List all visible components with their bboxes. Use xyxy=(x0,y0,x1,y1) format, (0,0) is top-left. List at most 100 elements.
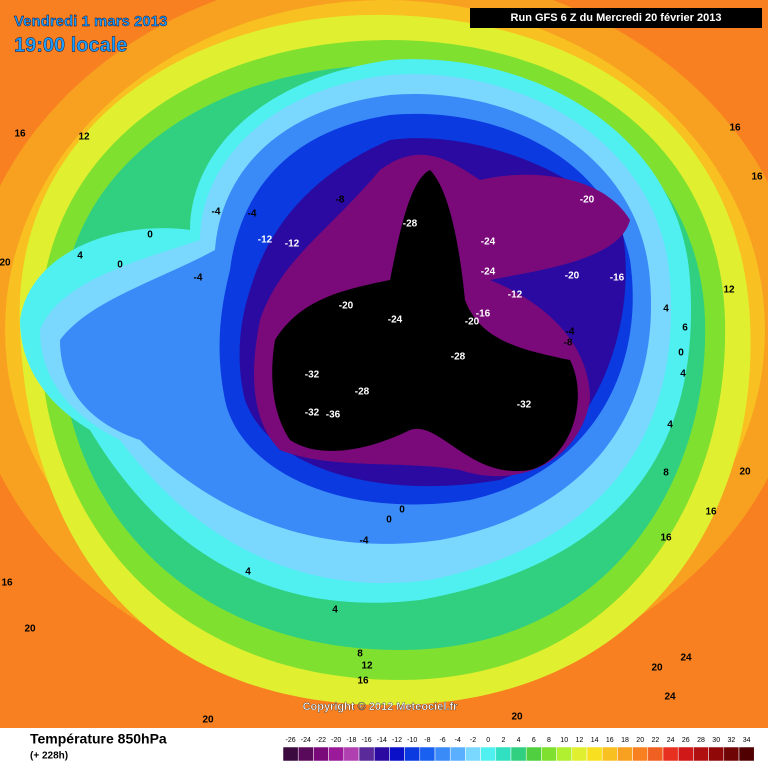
contour-label: 0 xyxy=(386,515,392,526)
colorbar-label: -26 xyxy=(286,737,296,744)
colorbar-label: 24 xyxy=(667,737,675,744)
colorbar-swatch xyxy=(586,746,603,762)
contour-label: 20 xyxy=(0,258,11,269)
colorbar-swatch xyxy=(708,746,725,762)
contour-label: -20 xyxy=(580,195,595,206)
colorbar-swatch xyxy=(449,746,466,762)
contour-label: 16 xyxy=(14,129,26,140)
contour-label: -16 xyxy=(610,273,625,284)
contour-label: 16 xyxy=(357,676,369,687)
colorbar-swatch xyxy=(480,746,497,762)
contour-label: -12 xyxy=(258,235,273,246)
contour-label: 0 xyxy=(147,230,153,241)
contour-label: 4 xyxy=(667,420,673,431)
colorbar-swatch xyxy=(358,746,375,762)
colorbar-swatch xyxy=(495,746,512,762)
contour-label: 16 xyxy=(1,578,13,589)
contour-label: 12 xyxy=(78,132,90,143)
colorbar-swatch xyxy=(571,746,588,762)
colorbar-swatch xyxy=(389,746,405,762)
run-box xyxy=(470,8,762,28)
colorbar-swatch xyxy=(510,746,527,762)
colorbar-swatch xyxy=(465,746,481,762)
contour-label: -36 xyxy=(326,410,341,421)
contour-label: 24 xyxy=(664,692,676,703)
colorbar-label: 16 xyxy=(606,737,614,744)
contour-label: 0 xyxy=(399,505,405,516)
colorbar-label: -6 xyxy=(439,737,445,744)
colorbar-swatch xyxy=(556,746,573,762)
colorbar-swatch xyxy=(662,746,679,762)
colorbar-swatch xyxy=(632,746,649,762)
colorbar-label: -24 xyxy=(301,737,311,744)
contour-label: 20 xyxy=(651,663,663,674)
contour-label: -32 xyxy=(305,408,320,419)
colorbar-swatch xyxy=(525,746,542,762)
contour-label: 4 xyxy=(680,369,686,380)
contour-label: -28 xyxy=(451,352,466,363)
colorbar-label: 10 xyxy=(560,737,568,744)
colorbar-label: -14 xyxy=(377,737,387,744)
contour-label: 4 xyxy=(245,567,251,578)
colorbar-swatch xyxy=(434,746,451,762)
contour-label: -28 xyxy=(355,387,370,398)
contour-labels: 16 12 16 16 20 12 -4 -4 0 4 0 -4 -12 -12 -8 -28 -24 -20 -2… xyxy=(0,123,763,726)
footer-title: Température 850hPa xyxy=(30,731,167,747)
contour-label: 24 xyxy=(680,653,692,664)
contour-label: 20 xyxy=(202,715,214,726)
contour-label: 16 xyxy=(660,533,672,544)
footer-lead: (+ 228h) xyxy=(30,751,68,762)
colorbar-label: -8 xyxy=(424,737,430,744)
colorbar-swatch xyxy=(343,746,360,762)
colorbar-label: -2 xyxy=(470,737,476,744)
colorbar-swatch xyxy=(601,746,618,762)
contour-label: -4 xyxy=(212,207,221,218)
copyright: Copyright © 2012 Meteociel.fr xyxy=(303,701,459,713)
contour-label: 16 xyxy=(751,172,763,183)
forecast-time: 19:00 locale xyxy=(14,34,127,56)
colorbar-label: 14 xyxy=(591,737,599,744)
colorbar-swatch xyxy=(282,746,299,762)
colorbar-label: 18 xyxy=(621,737,629,744)
contour-label: -4 xyxy=(566,327,575,338)
contour-label: 0 xyxy=(117,260,123,271)
colorbar-swatch xyxy=(738,746,755,762)
colorbar-swatch xyxy=(617,746,633,762)
contour-label: 8 xyxy=(357,649,363,660)
colorbar-label: 20 xyxy=(636,737,644,744)
contour-label: -4 xyxy=(194,273,203,284)
contour-label: -32 xyxy=(517,400,532,411)
contour-label: 20 xyxy=(739,467,751,478)
contour-label: 12 xyxy=(361,661,373,672)
colorbar-label: 22 xyxy=(652,737,660,744)
contour-label: 4 xyxy=(332,605,338,616)
contour-label: -16 xyxy=(476,309,491,320)
contour-label: 16 xyxy=(729,123,741,134)
colorbar-label: 0 xyxy=(486,737,490,744)
contour-label: -24 xyxy=(481,237,496,248)
colorbar-swatch xyxy=(313,746,329,762)
contour-label: -20 xyxy=(565,271,580,282)
map-background xyxy=(0,0,768,728)
contour-label: -8 xyxy=(336,195,345,206)
contour-label: -8 xyxy=(564,338,573,349)
run-info: Run GFS 6 Z du Mercredi 20 février 2013 xyxy=(511,12,722,24)
colorbar-label: -10 xyxy=(407,737,417,744)
forecast-date: Vendredi 1 mars 2013 xyxy=(14,13,167,30)
colorbar-label: -18 xyxy=(346,737,356,744)
contour-label: -20 xyxy=(339,301,354,312)
colorbar-label: -12 xyxy=(392,737,402,744)
colorbar-swatch xyxy=(647,746,664,762)
colorbar-label: -16 xyxy=(362,737,372,744)
contour-label: -12 xyxy=(285,239,300,250)
colorbar-label: 32 xyxy=(728,737,736,744)
contour-label: -20 xyxy=(465,317,480,328)
contour-label: -12 xyxy=(508,290,523,301)
colorbar-swatch xyxy=(541,746,557,762)
colorbar-swatch xyxy=(723,746,740,762)
colorbar-swatch xyxy=(297,746,314,762)
colorbar-label: 4 xyxy=(517,737,521,744)
colorbar-label: -20 xyxy=(331,737,341,744)
